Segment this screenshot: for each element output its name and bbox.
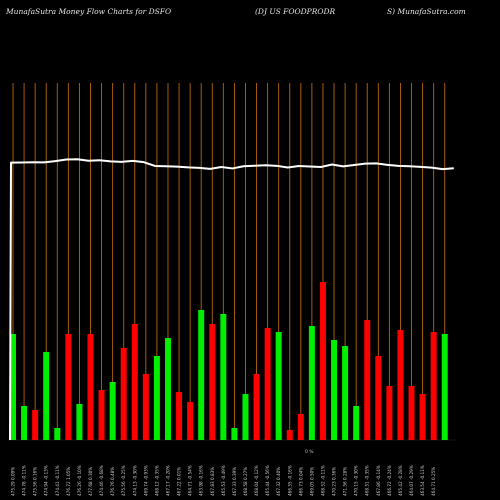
x-tick-label: 467.83 0.83% [210, 467, 215, 496]
bar-down [430, 332, 437, 440]
x-tick-label: 468.52 -0.11% [320, 465, 325, 496]
x-tick-label: 465.44 -0.56% [265, 465, 270, 496]
x-tick-label: 467.32 0.40% [276, 467, 281, 496]
bar-up [308, 326, 315, 440]
x-tick-label: 467.17 -0.20% [165, 465, 170, 496]
x-tick-label: 474.41 -0.11% [55, 465, 60, 496]
bar-up [76, 404, 83, 440]
bar-down [297, 414, 304, 440]
bar-up [164, 338, 171, 440]
bar-down [98, 390, 105, 440]
bar-down [253, 374, 260, 440]
x-tick-label: 474.13 -0.30% [132, 465, 137, 496]
x-tick-label: 469.74 -0.93% [143, 465, 148, 496]
x-tick-label: 464.07 -0.29% [409, 465, 414, 496]
bar-up [231, 428, 238, 440]
bar-up [342, 346, 349, 440]
x-tick-label: 476.72 1.05% [66, 467, 71, 496]
x-tick-label: 468.04 -0.12% [254, 465, 259, 496]
bar-down [142, 374, 149, 440]
bar-down [408, 386, 415, 440]
bar-up [109, 382, 116, 440]
bar-up [275, 332, 282, 440]
header-symbol: (DJ US FOODPRODR [255, 7, 336, 16]
baseline-label: 0 % [305, 449, 314, 455]
x-tick-label: 464.71 -0.54% [188, 465, 193, 496]
x-tick-label: 465.53 -0.49% [221, 465, 226, 496]
bar-down [131, 324, 138, 440]
x-tick-label: 474.78 -0.11% [22, 465, 27, 496]
x-tick-label: 469.05 0.50% [309, 467, 314, 496]
x-tick-label: 471.56 0.28% [343, 467, 348, 496]
bar-up [43, 352, 50, 440]
x-tick-label: 466.72 -0.24% [387, 465, 392, 496]
bar-down [386, 386, 393, 440]
bar-up [331, 340, 338, 440]
x-tick-label: 466.55 -0.16% [287, 465, 292, 496]
bar-up [54, 428, 61, 440]
x-tick-label: 474.94 -0.13% [44, 465, 49, 496]
x-tick-label: 477.68 0.30% [88, 467, 93, 496]
bar-down [286, 430, 293, 440]
x-tick-label: 474.46 -0.68% [99, 465, 104, 496]
header-site: S) MunafaSutra.com [387, 7, 466, 16]
price-line [9, 158, 454, 441]
x-tick-label: 463.98 -0.16% [199, 465, 204, 496]
bar-up [21, 406, 28, 440]
bar-down [187, 402, 194, 440]
bar-down [375, 356, 382, 440]
x-tick-label: 464.71 0.25% [431, 467, 436, 496]
x-tick-label: 467.22 0.01% [177, 467, 182, 496]
bar-down [120, 348, 127, 440]
x-tick-label: 468.12 -0.35% [154, 465, 159, 496]
x-tick-label: 465.42 -0.28% [398, 465, 403, 496]
bar-down [176, 392, 183, 440]
x-tick-label: 467.86 -0.14% [376, 465, 381, 496]
x-tick-label: 475.56 0.16% [33, 467, 38, 496]
x-tick-label: 476.76 0.48% [110, 467, 115, 496]
bar-up [10, 334, 16, 440]
bar-up [220, 314, 227, 440]
x-tick-label: 467.33 0.39% [232, 467, 237, 496]
bar-down [87, 334, 94, 440]
bar-down [419, 394, 426, 440]
x-tick-label: 475.56 -0.25% [121, 465, 126, 496]
bar-down [32, 410, 39, 440]
bar-up [441, 334, 448, 440]
bar-up [153, 356, 160, 440]
bar-down [319, 282, 326, 440]
x-tick-label: 470.23 0.36% [332, 467, 337, 496]
bar-down [209, 324, 216, 440]
bar-down [65, 334, 72, 440]
bar-up [353, 406, 360, 440]
x-tick-label: 463.54 -0.11% [420, 465, 425, 496]
x-tick-label: 475.29 0.09% [11, 467, 16, 496]
x-tick-label: 468.58 0.27% [243, 467, 248, 496]
x-tick-label: 470.15 -0.30% [354, 465, 359, 496]
header-brand: MunafaSutra Money Flow Charts for DSFO [6, 7, 172, 16]
bar-down [264, 328, 271, 440]
bar-up [242, 394, 249, 440]
bar-down [397, 330, 404, 440]
bar-down [364, 320, 371, 440]
bar-up [198, 310, 205, 440]
x-tick-label: 468.51 -0.35% [365, 465, 370, 496]
x-tick-label: 476.26 -0.10% [77, 465, 82, 496]
x-tick-label: 466.73 0.04% [298, 467, 303, 496]
